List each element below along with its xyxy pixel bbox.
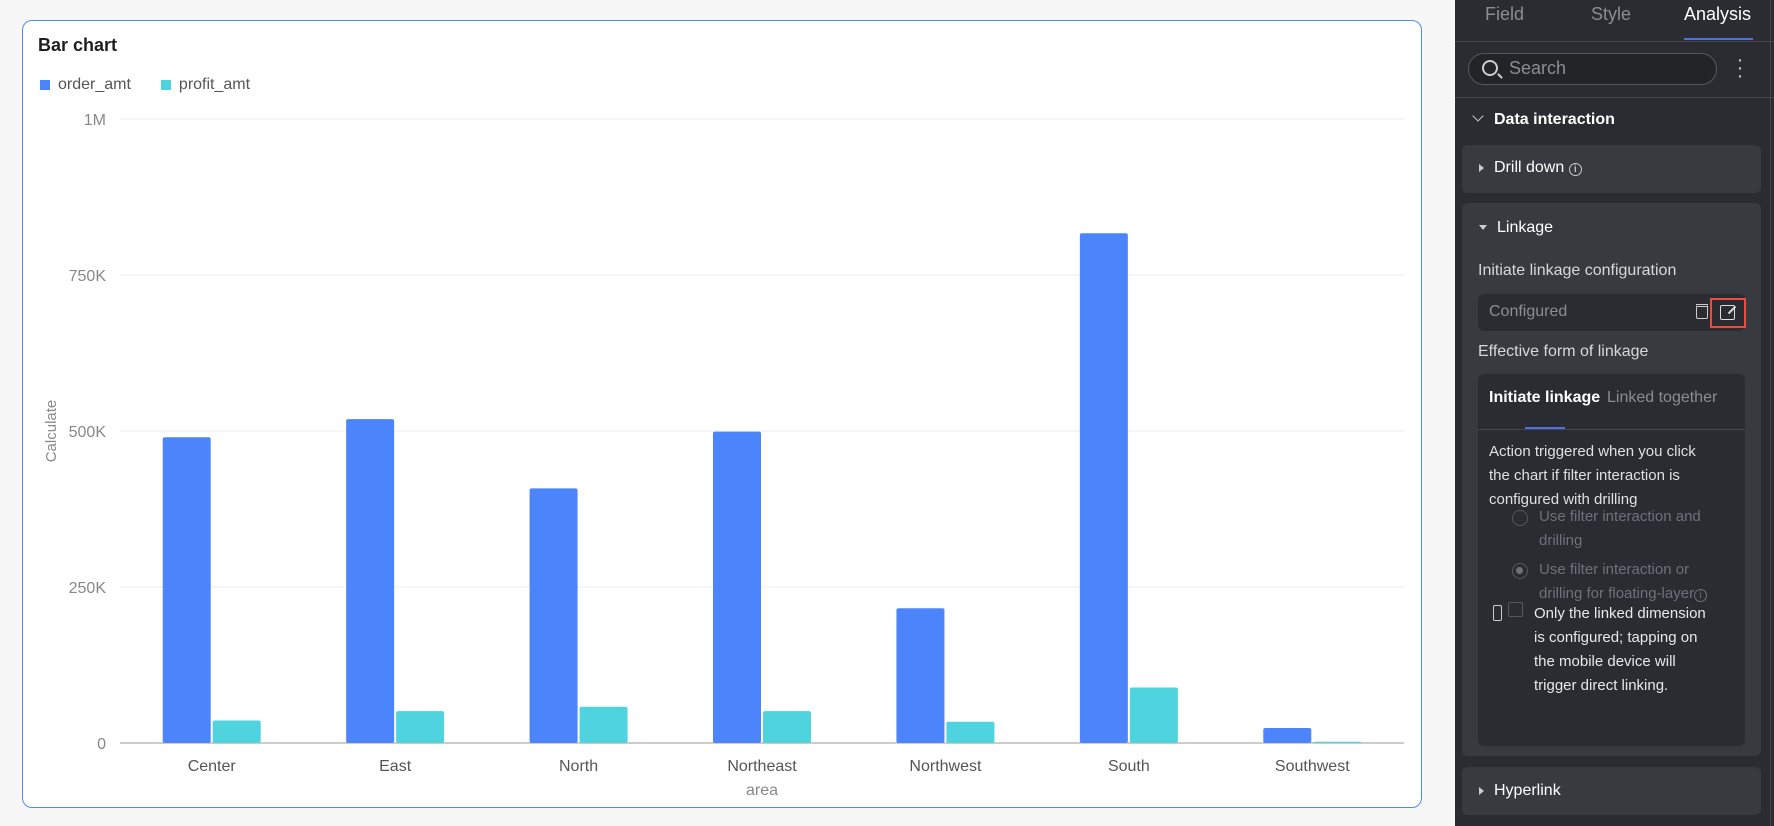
caret-down-icon bbox=[1479, 225, 1487, 231]
mobile-linking-checkbox[interactable] bbox=[1508, 602, 1523, 617]
radio2-line: Use filter interaction or bbox=[1539, 561, 1690, 578]
more-icon[interactable]: · · · bbox=[1736, 49, 1744, 87]
y-axis-title: Calculate bbox=[43, 400, 60, 463]
x-tick-label: North bbox=[559, 758, 598, 775]
info-icon[interactable]: i bbox=[1568, 163, 1582, 176]
checkbox-line: is configured; tapping on bbox=[1534, 629, 1698, 646]
section-data-interaction[interactable]: Data interaction bbox=[1472, 110, 1615, 129]
drill-down-label: Drill down bbox=[1494, 159, 1565, 176]
x-tick-label: Center bbox=[188, 758, 237, 775]
hyperlink-label: Hyperlink bbox=[1494, 782, 1561, 799]
x-tick-label: Northeast bbox=[727, 758, 797, 775]
radio1-line: drilling bbox=[1539, 532, 1583, 549]
search-input[interactable]: Search bbox=[1468, 53, 1717, 85]
bar-profit-amt[interactable] bbox=[212, 720, 261, 743]
bar-profit-amt[interactable] bbox=[1129, 687, 1178, 743]
bar-order-amt[interactable] bbox=[346, 419, 395, 743]
scrollbar[interactable] bbox=[1770, 0, 1771, 826]
tab-style[interactable]: Style bbox=[1591, 4, 1632, 24]
divider bbox=[1478, 429, 1745, 430]
radio-filter-or-drilling[interactable] bbox=[1512, 563, 1528, 579]
section-title: Data interaction bbox=[1494, 111, 1615, 128]
divider bbox=[1455, 97, 1774, 98]
x-axis-title: area bbox=[746, 782, 778, 799]
trash-icon[interactable] bbox=[1696, 304, 1708, 319]
caret-right-icon bbox=[1479, 786, 1484, 795]
edit-icon[interactable] bbox=[1710, 298, 1746, 328]
bar-profit-amt[interactable] bbox=[579, 706, 628, 743]
x-tick-label: South bbox=[1108, 758, 1150, 775]
bar-profit-amt[interactable] bbox=[396, 711, 445, 743]
bar-order-amt[interactable] bbox=[896, 608, 945, 743]
bar-order-amt[interactable] bbox=[1263, 728, 1312, 743]
bar-chart: 0 250K 500K 750K 1M Center East North Northeast N… bbox=[43, 112, 1404, 799]
config-label: Initiate linkage configuration bbox=[1478, 262, 1677, 279]
drill-down-section[interactable]: Drill down i bbox=[1462, 145, 1761, 193]
radio1-label: Use filter interaction and drilling bbox=[1539, 505, 1701, 553]
legend-swatch bbox=[160, 79, 171, 90]
radio2-label: Use filter interaction or drilling for fl… bbox=[1539, 558, 1708, 606]
hyperlink-header: Hyperlink bbox=[1479, 782, 1561, 800]
description: Action triggered when you click the char… bbox=[1489, 440, 1696, 512]
y-tick-label: 500K bbox=[69, 424, 107, 441]
bar-order-amt[interactable] bbox=[713, 431, 761, 743]
chart-title: Bar chart bbox=[38, 35, 118, 55]
linkage-label: Linkage bbox=[1497, 219, 1554, 236]
y-tick-label: 0 bbox=[97, 736, 106, 753]
bar-profit-amt[interactable] bbox=[946, 721, 995, 743]
panel-tabs: Field Style Analysis bbox=[1455, 0, 1774, 42]
legend-label: profit_amt bbox=[178, 76, 251, 93]
config-value: Configured bbox=[1489, 303, 1568, 320]
bar-profit-amt[interactable] bbox=[1313, 741, 1362, 743]
y-tick-label: 1M bbox=[84, 112, 106, 129]
tab-analysis[interactable]: Analysis bbox=[1684, 4, 1752, 24]
settings-panel: Field Style Analysis Search · · · Data int… bbox=[1455, 0, 1774, 826]
bar-order-amt[interactable] bbox=[1079, 233, 1128, 743]
mobile-icon bbox=[1493, 605, 1502, 621]
legend-item-profit-amt[interactable]: profit_amt bbox=[160, 76, 251, 94]
linkage-section: Linkage Initiate linkage configuration C… bbox=[1462, 203, 1761, 756]
legend-label: order_amt bbox=[58, 76, 131, 93]
checkbox-line: the mobile device will bbox=[1534, 653, 1676, 670]
checkbox-label: Only the linked dimension is configured;… bbox=[1534, 602, 1706, 698]
drill-down-header: Drill down i bbox=[1479, 159, 1582, 177]
legend-item-order-amt[interactable]: order_amt bbox=[40, 76, 131, 94]
x-tick-label: East bbox=[379, 758, 412, 775]
checkbox-line: trigger direct linking. bbox=[1534, 677, 1669, 694]
y-tick-label: 750K bbox=[69, 268, 107, 285]
x-tick-label: Northwest bbox=[909, 758, 982, 775]
chevron-down-icon bbox=[1472, 110, 1484, 122]
hyperlink-section[interactable]: Hyperlink bbox=[1462, 767, 1761, 815]
tab-field[interactable]: Field bbox=[1485, 4, 1525, 24]
caret-right-icon bbox=[1479, 163, 1484, 172]
active-tab-indicator bbox=[1684, 38, 1753, 40]
bar-order-amt[interactable] bbox=[529, 488, 578, 743]
bar-order-amt[interactable] bbox=[162, 437, 211, 743]
linkage-header[interactable]: Linkage bbox=[1479, 219, 1553, 237]
inner-tab-indicator bbox=[1525, 427, 1565, 429]
checkbox-line: Only the linked dimension bbox=[1534, 605, 1706, 622]
legend-swatch bbox=[40, 79, 50, 90]
radio1-line: Use filter interaction and bbox=[1539, 508, 1701, 525]
effective-label: Effective form of linkage bbox=[1478, 343, 1649, 360]
description-line: the chart if filter interaction is bbox=[1489, 467, 1680, 484]
tab-initiate-linkage[interactable]: Initiate linkage bbox=[1489, 389, 1601, 406]
search-icon bbox=[1482, 60, 1498, 76]
x-tick-label: Southwest bbox=[1275, 758, 1350, 775]
radio-filter-and-drilling[interactable] bbox=[1512, 510, 1528, 526]
description-line: Action triggered when you click bbox=[1489, 443, 1696, 460]
legend: order_amt profit_amt bbox=[40, 76, 250, 94]
bar-profit-amt[interactable] bbox=[763, 711, 811, 743]
radio2-line: drilling for floating-layer bbox=[1539, 585, 1695, 602]
search-placeholder: Search bbox=[1509, 58, 1567, 78]
description-line: configured with drilling bbox=[1489, 491, 1638, 508]
info-icon[interactable]: i bbox=[1694, 589, 1708, 602]
linkage-form: Initiate linkage Linked together Action … bbox=[1478, 374, 1745, 746]
tab-linked-together[interactable]: Linked together bbox=[1607, 389, 1718, 406]
config-field: Configured bbox=[1478, 294, 1746, 331]
y-tick-label: 250K bbox=[69, 580, 107, 597]
